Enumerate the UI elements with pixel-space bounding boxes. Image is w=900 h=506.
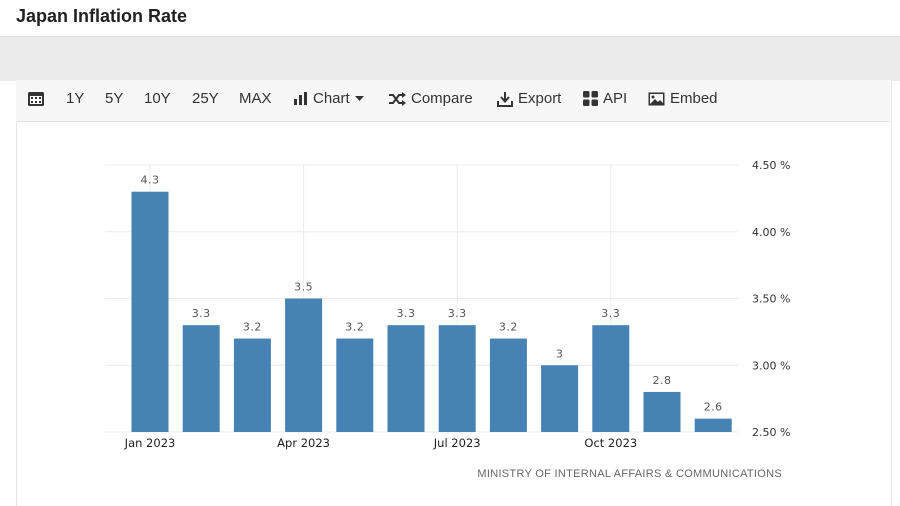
range-max-button[interactable]: MAX (239, 90, 272, 107)
y-tick-label: 3.00 % (752, 359, 790, 372)
bar (592, 325, 630, 432)
data-label: 2.6 (704, 401, 723, 414)
api-button[interactable]: API (583, 90, 627, 107)
y-tick-label: 3.50 % (752, 293, 790, 306)
y-tick-label: 4.50 % (752, 159, 790, 172)
data-label: 3.3 (397, 307, 416, 320)
bar (387, 325, 425, 432)
caret-down-icon (354, 95, 364, 102)
data-label: 3.2 (243, 321, 262, 334)
export-button[interactable]: Export (497, 90, 561, 107)
calendar-button[interactable] (27, 90, 45, 107)
bar (489, 338, 527, 432)
data-label: 3.3 (448, 307, 467, 320)
chart-type-button[interactable]: Chart (293, 90, 364, 107)
download-icon (497, 91, 513, 107)
embed-label: Embed (670, 90, 718, 107)
data-label: 4.3 (141, 174, 160, 187)
bar (336, 338, 374, 432)
x-tick-label: Apr 2023 (277, 436, 330, 450)
bar (131, 191, 169, 432)
image-icon (648, 92, 665, 106)
data-label: 3.3 (601, 307, 620, 320)
range-1y-button[interactable]: 1Y (66, 90, 85, 107)
grid-apps-icon (583, 91, 598, 106)
compare-label: Compare (411, 90, 473, 107)
shuffle-icon (388, 91, 406, 106)
compare-button[interactable]: Compare (388, 90, 473, 107)
bar (233, 338, 271, 432)
y-tick-label: 2.50 % (752, 426, 790, 439)
bar (541, 365, 579, 432)
y-tick-label: 4.00 % (752, 226, 790, 239)
data-label: 3.3 (192, 307, 211, 320)
data-label: 3.2 (345, 321, 364, 334)
x-tick-label: Oct 2023 (584, 436, 637, 450)
bar (694, 418, 732, 432)
bar-chart-icon (293, 91, 308, 106)
x-tick-label: Jul 2023 (433, 436, 481, 450)
calendar-icon (27, 90, 45, 107)
embed-button[interactable]: Embed (648, 90, 718, 107)
header-band (0, 36, 900, 81)
bar (182, 325, 220, 432)
data-label: 3.5 (294, 281, 313, 294)
source-label: MINISTRY OF INTERNAL AFFAIRS & COMMUNICA… (477, 468, 782, 480)
export-label: Export (518, 90, 562, 107)
bar (438, 325, 476, 432)
data-label: 3 (556, 347, 564, 360)
range-10y-button[interactable]: 10Y (144, 90, 171, 107)
chart-toolbar: 1Y 5Y 10Y 25Y MAX Chart Compare (16, 80, 890, 122)
bar (643, 391, 681, 432)
api-label: API (603, 90, 628, 107)
data-label: 3.2 (499, 321, 518, 334)
x-tick-label: Jan 2023 (124, 436, 176, 450)
chart-type-label: Chart (313, 90, 350, 107)
range-25y-button[interactable]: 25Y (192, 90, 219, 107)
bar (285, 298, 323, 432)
data-label: 2.8 (653, 374, 672, 387)
range-5y-button[interactable]: 5Y (105, 90, 124, 107)
page-title: Japan Inflation Rate (16, 6, 188, 26)
